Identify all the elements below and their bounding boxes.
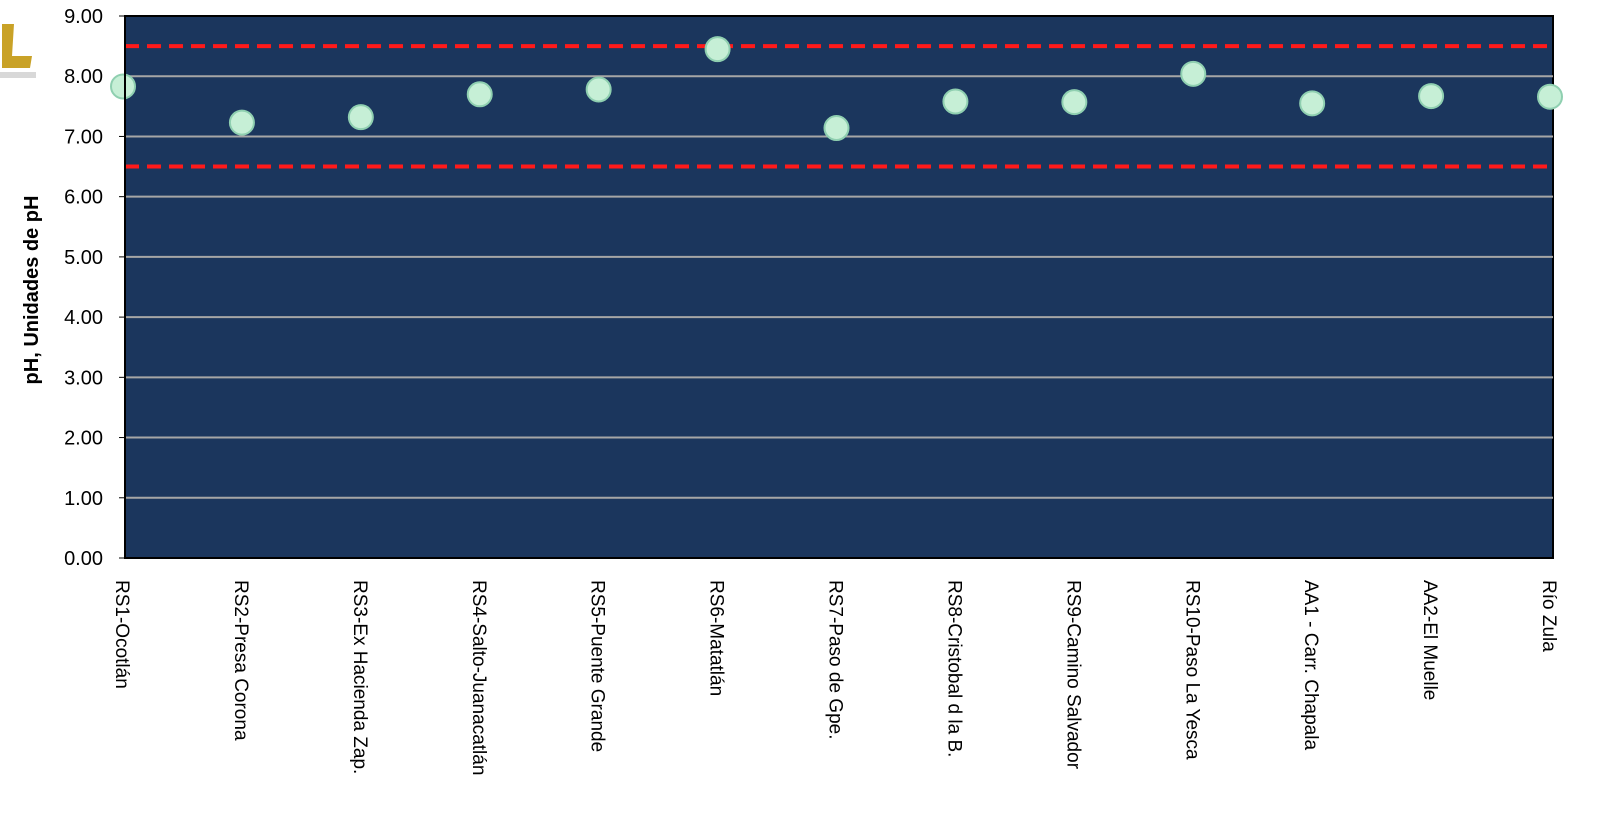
x-tick-label: RS10-Paso La Yesca — [1181, 580, 1202, 760]
plot-area — [124, 15, 1554, 559]
x-tick-label: RS9-Camino Salvador — [1062, 580, 1083, 770]
y-tick-label: 5.00 — [64, 247, 103, 269]
data-point — [347, 104, 374, 131]
x-tick-label: RS7-Paso de Gpe. — [825, 580, 846, 739]
data-point — [823, 115, 850, 142]
x-tick-label: RS6-Matatlán — [706, 580, 727, 696]
x-tick-label: RS2-Presa Corona — [230, 580, 251, 741]
x-tick-label: RS5-Puente Grande — [587, 580, 608, 752]
data-point — [1537, 83, 1563, 110]
data-point — [1299, 90, 1326, 117]
x-tick-label: RS3-Ex Hacienda Zap. — [349, 580, 370, 774]
y-tick-label: 1.00 — [64, 488, 103, 510]
y-tick-label: 2.00 — [64, 428, 103, 450]
data-point — [466, 81, 493, 108]
y-tick-label: 7.00 — [64, 126, 103, 148]
x-tick-label: RS8-Cristobal d la B. — [943, 580, 964, 757]
y-axis-ticks: 0.00 1.00 2.00 3.00 4.00 5.00 6.00 7.00 8.00 9.00 — [64, 6, 125, 570]
data-point — [1180, 60, 1207, 87]
y-tick-label: 3.00 — [64, 367, 103, 389]
x-tick-label: AA1 - Carr. Chapala — [1300, 580, 1321, 750]
x-tick-label: RS1-Ocotlán — [111, 580, 132, 689]
data-point — [228, 109, 255, 136]
logo — [0, 10, 36, 90]
y-axis-title: pH, Unidades de pH — [21, 196, 43, 385]
data-point — [110, 73, 136, 100]
data-point — [1061, 89, 1088, 116]
data-point — [704, 36, 731, 63]
y-tick-label: 9.00 — [64, 6, 103, 28]
x-tick-label: RS4-Salto-Juanacatlán — [468, 580, 489, 775]
data-points — [110, 36, 1563, 142]
gridlines — [125, 75, 1553, 499]
y-tick-label: 8.00 — [64, 66, 103, 88]
x-tick-label: Río Zula — [1538, 580, 1559, 652]
x-tick-label: AA2-El Muelle — [1419, 580, 1440, 700]
y-tick-label: 4.00 — [64, 307, 103, 329]
x-axis-labels: RS1-Ocotlán RS2-Presa Corona RS3-Ex Hacien… — [111, 580, 1559, 775]
reference-lines — [125, 44, 1553, 169]
data-point — [585, 76, 612, 103]
y-tick-label: 0.00 — [64, 548, 103, 570]
y-tick-label: 6.00 — [64, 187, 103, 209]
data-point — [1418, 83, 1445, 110]
data-point — [942, 88, 969, 115]
